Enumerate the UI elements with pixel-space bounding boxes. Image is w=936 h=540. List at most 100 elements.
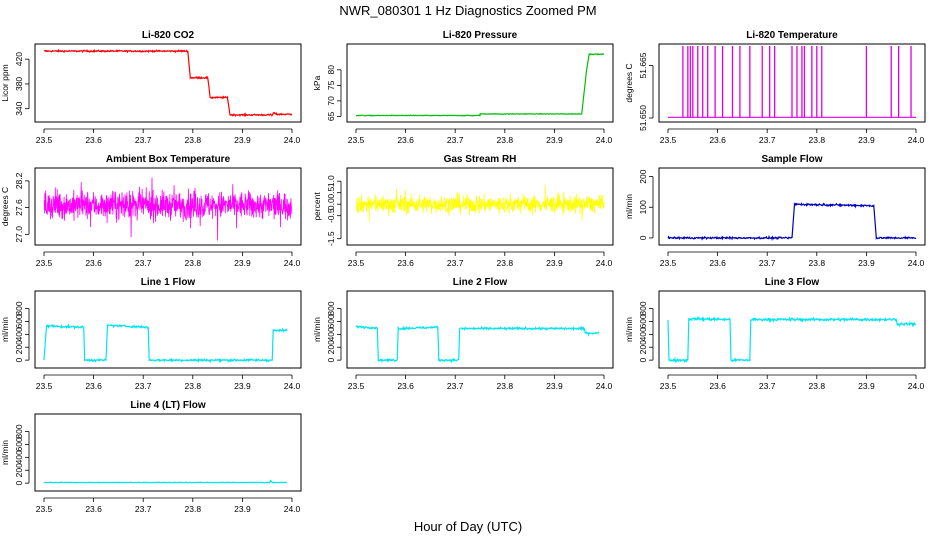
y-tick-label: 400	[326, 327, 336, 341]
x-tick-label: 24.0	[284, 504, 301, 514]
x-tick-label: 23.7	[135, 381, 152, 391]
series-line	[667, 202, 917, 242]
y-tick-label: 27.0	[14, 226, 24, 243]
panel-3: Li-820 Temperature degrees C 23.5 23.6 23.7 2…	[624, 30, 926, 145]
x-tick-label: 23.9	[546, 381, 563, 391]
panel-10: Line 4 (LT) Flow ml/min 23.5 23.6 23.7 23.8 23…	[0, 400, 302, 514]
panel-title: Line 1 Flow	[141, 277, 196, 288]
y-axis-label: Licor ppm	[0, 64, 10, 101]
plot-frame	[346, 167, 614, 246]
y-tick-label: 0	[638, 357, 648, 362]
x-tick-label: 23.6	[85, 258, 102, 268]
y-tick-label: 75	[326, 80, 336, 90]
figure-title: NWR_080301 1 Hz Diagnostics Zoomed PM	[339, 3, 596, 18]
x-tick-label: 23.6	[709, 258, 726, 268]
x-tick-label: 23.8	[185, 381, 202, 391]
y-tick-label: 600	[638, 314, 648, 328]
y-axis-label: ml/min	[312, 317, 322, 342]
x-tick-label: 23.6	[709, 135, 726, 145]
x-tick-label: 23.5	[348, 135, 365, 145]
y-tick-label: 800	[14, 424, 24, 438]
x-tick-label: 23.8	[185, 504, 202, 514]
plot-frame	[34, 167, 302, 246]
x-tick-label: 23.8	[809, 258, 826, 268]
x-tick-label: 23.5	[348, 258, 365, 268]
plot-frame	[346, 290, 614, 369]
panel-title: Line 4 (LT) Flow	[130, 400, 206, 411]
panel-7: Line 1 Flow ml/min 23.5 23.6 23.7 23.8 23.9 24.…	[0, 277, 302, 391]
y-axis-label: percent	[312, 192, 322, 221]
x-tick-label: 23.6	[85, 381, 102, 391]
series-line	[43, 177, 293, 241]
panel-title: Li-820 Pressure	[443, 30, 518, 41]
y-tick-label: 800	[326, 301, 336, 315]
x-tick-label: 23.8	[497, 381, 514, 391]
y-axis-label: degrees C	[624, 63, 634, 102]
y-axis-label: kPa	[312, 75, 322, 90]
y-tick-label: 400	[14, 327, 24, 341]
x-tick-label: 24.0	[908, 135, 925, 145]
x-tick-label: 23.9	[234, 381, 251, 391]
y-tick-label: 400	[14, 450, 24, 464]
y-tick-label: 0	[326, 357, 336, 362]
y-tick-label: 65	[326, 111, 336, 121]
plot-frame	[658, 43, 926, 123]
y-tick-label: 0	[14, 480, 24, 485]
y-tick-label: 600	[326, 314, 336, 328]
plot-frame	[658, 167, 926, 246]
y-tick-label: 28.2	[14, 172, 24, 189]
y-tick-label: 380	[14, 77, 24, 91]
y-tick-label: 340	[14, 101, 24, 115]
x-tick-label: 23.7	[447, 381, 464, 391]
x-tick-label: 24.0	[596, 135, 613, 145]
panel-1: Li-820 CO2 Licor ppm 23.5 23.6 23.7 23.8 23.9 2…	[0, 30, 302, 145]
y-tick-label: 0	[14, 357, 24, 362]
series-line	[355, 324, 600, 364]
x-tick-label: 23.9	[858, 381, 875, 391]
y-axis-label: ml/min	[0, 317, 10, 342]
panels: Li-820 CO2 Licor ppm 23.5 23.6 23.7 23.8 23.9 2…	[0, 30, 926, 514]
x-tick-label: 23.8	[185, 258, 202, 268]
x-tick-label: 23.8	[185, 135, 202, 145]
panel-title: Li-820 CO2	[142, 30, 195, 41]
panel-title: Sample Flow	[761, 154, 822, 165]
x-tick-label: 23.6	[85, 135, 102, 145]
x-tick-label: 23.5	[36, 504, 53, 514]
y-tick-label: 600	[14, 437, 24, 451]
y-tick-label: 0	[638, 235, 648, 240]
x-tick-label: 23.9	[858, 135, 875, 145]
panel-title: Ambient Box Temperature	[106, 154, 231, 165]
y-tick-label: 200	[326, 340, 336, 354]
x-tick-label: 23.9	[546, 135, 563, 145]
x-tick-label: 23.9	[234, 135, 251, 145]
y-axis-label: ml/min	[624, 317, 634, 342]
x-tick-label: 23.5	[660, 258, 677, 268]
y-tick-label: 200	[14, 340, 24, 354]
y-tick-label: 80	[326, 65, 336, 75]
panel-5: Gas Stream RH percent 23.5 23.6 23.7 23.8 23.9…	[312, 154, 614, 268]
y-axis-label: ml/min	[0, 440, 10, 465]
series-line	[355, 53, 605, 117]
panel-title: Line 3 Flow	[765, 277, 820, 288]
series-line	[667, 315, 917, 364]
panel-title: Line 2 Flow	[453, 277, 508, 288]
plot-frame	[34, 413, 302, 492]
y-tick-label: 200	[14, 463, 24, 477]
x-tick-label: 24.0	[284, 258, 301, 268]
y-tick-label: 51.650	[638, 105, 648, 131]
y-tick-label: 400	[638, 327, 648, 341]
x-tick-label: 23.9	[546, 258, 563, 268]
x-tick-label: 23.8	[497, 135, 514, 145]
x-tick-label: 23.9	[858, 258, 875, 268]
x-tick-label: 23.7	[447, 258, 464, 268]
panel-title: Li-820 Temperature	[746, 30, 838, 41]
plot-frame	[34, 43, 302, 123]
x-tick-label: 23.6	[85, 504, 102, 514]
y-axis-label: degrees C	[0, 187, 10, 226]
y-tick-label: 0.0	[326, 198, 336, 210]
x-tick-label: 23.5	[660, 135, 677, 145]
y-tick-label: 51.665	[638, 52, 648, 78]
x-tick-label: 23.8	[809, 135, 826, 145]
x-tick-label: 23.7	[759, 258, 776, 268]
